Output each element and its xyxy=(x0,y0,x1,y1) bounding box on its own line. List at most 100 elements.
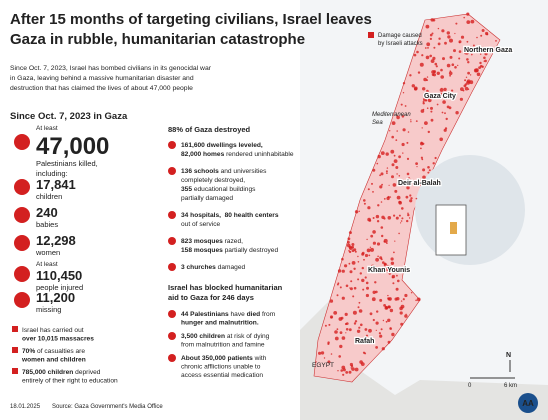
text: entirely of their right to education xyxy=(22,378,118,385)
damage-dot xyxy=(353,322,357,325)
damage-dot xyxy=(385,267,389,271)
text-line: 355 educational buildings xyxy=(181,186,256,193)
damage-dot xyxy=(364,276,367,279)
damage-dot xyxy=(389,265,392,268)
damage-dot xyxy=(422,168,426,172)
bold-text: 823 mosques xyxy=(181,238,223,245)
damage-dot xyxy=(362,351,366,354)
damage-dot xyxy=(416,50,419,54)
damage-dot xyxy=(402,128,406,132)
text-line: 3,500 children at risk of dying xyxy=(181,333,270,340)
damage-dot xyxy=(464,83,467,86)
inset-gaza xyxy=(450,222,457,234)
damage-dot xyxy=(448,106,452,110)
text: have xyxy=(229,311,247,318)
damage-dot xyxy=(485,31,489,36)
text: chronic afflictions unable to xyxy=(181,364,261,371)
stat-icon xyxy=(14,292,30,308)
damage-dot xyxy=(422,108,425,111)
damage-dot xyxy=(467,61,470,64)
damage-dot xyxy=(449,38,453,43)
stat-label: babies xyxy=(36,220,58,229)
text-line: completely destroyed, xyxy=(181,177,245,184)
damage-dot xyxy=(362,340,364,342)
damage-dot xyxy=(413,86,418,91)
damage-dot xyxy=(425,99,428,102)
damage-dot xyxy=(333,311,338,315)
damage-dot xyxy=(339,344,343,349)
damage-dot xyxy=(361,252,365,256)
damage-dot xyxy=(391,332,395,337)
footer-date: 18.01.2025 xyxy=(10,404,41,410)
item-icon xyxy=(168,141,176,149)
damage-dot xyxy=(367,188,370,191)
damage-dot xyxy=(318,351,322,355)
damage-dot xyxy=(401,142,405,147)
sea-label: Sea xyxy=(372,120,383,126)
scale-label: 6 km xyxy=(504,383,517,389)
bold-text: 34 hospitals, 80 health centers xyxy=(181,212,279,219)
damage-dot xyxy=(358,326,361,329)
damage-dot xyxy=(402,82,406,85)
damage-dot xyxy=(394,189,398,193)
text-line: out of service xyxy=(181,221,221,228)
text-line: women and children xyxy=(21,357,86,364)
damage-dot xyxy=(391,276,394,279)
damage-dot xyxy=(466,12,470,16)
scale-label: 0 xyxy=(468,383,472,389)
damage-dot xyxy=(443,87,447,92)
damage-dot xyxy=(339,331,343,334)
damage-dot xyxy=(409,194,412,197)
damage-dot xyxy=(379,298,383,302)
damage-dot xyxy=(379,334,383,338)
damage-dot xyxy=(396,115,400,120)
damage-dot xyxy=(415,120,418,122)
damage-dot xyxy=(466,80,471,85)
damage-dot xyxy=(398,175,401,177)
damage-dot xyxy=(416,297,421,302)
damage-dot xyxy=(420,156,423,159)
damage-dot xyxy=(406,172,410,176)
damage-dot xyxy=(420,142,424,146)
damage-dot xyxy=(426,89,429,93)
damage-dot xyxy=(352,310,357,315)
damage-dot xyxy=(402,152,404,154)
text-line: over 10,015 massacres xyxy=(22,336,94,343)
damage-dot xyxy=(448,71,453,76)
damage-dot xyxy=(421,158,424,161)
damage-dot xyxy=(365,281,369,285)
damage-dot xyxy=(375,329,377,331)
damage-dot xyxy=(372,191,374,193)
damage-dot xyxy=(438,94,441,97)
stat-number: 17,841 xyxy=(36,177,76,192)
damage-dot xyxy=(359,338,362,342)
damage-dot xyxy=(379,256,383,260)
logo-circle xyxy=(518,393,538,413)
damage-dot xyxy=(396,297,400,301)
damage-dot xyxy=(481,65,484,69)
damage-dot xyxy=(449,74,451,77)
damage-dot xyxy=(464,86,469,91)
damage-dot xyxy=(341,269,345,273)
stat-icon xyxy=(14,179,30,195)
text-line: 44 Palestinians have died from xyxy=(181,311,276,318)
damage-dot xyxy=(476,72,481,77)
text-line: 3 churches damaged xyxy=(181,264,245,271)
damage-dot xyxy=(379,185,383,189)
damage-dot xyxy=(431,73,435,77)
stat-pre: At least xyxy=(36,125,58,132)
damage-dot xyxy=(350,280,353,283)
damage-dot xyxy=(395,166,399,169)
bold-text: 3,500 children xyxy=(181,333,225,340)
damage-dot xyxy=(464,79,467,82)
damage-dot xyxy=(363,258,365,261)
damage-dot xyxy=(380,272,382,274)
damage-dot xyxy=(365,334,369,337)
bold-text: died xyxy=(247,311,261,318)
damage-dot xyxy=(383,217,386,220)
place-label: Deir al-Balah xyxy=(398,180,441,187)
damage-dot xyxy=(437,27,440,30)
damage-dot xyxy=(357,306,360,309)
damage-dot xyxy=(460,35,465,39)
damage-dot xyxy=(371,297,376,302)
